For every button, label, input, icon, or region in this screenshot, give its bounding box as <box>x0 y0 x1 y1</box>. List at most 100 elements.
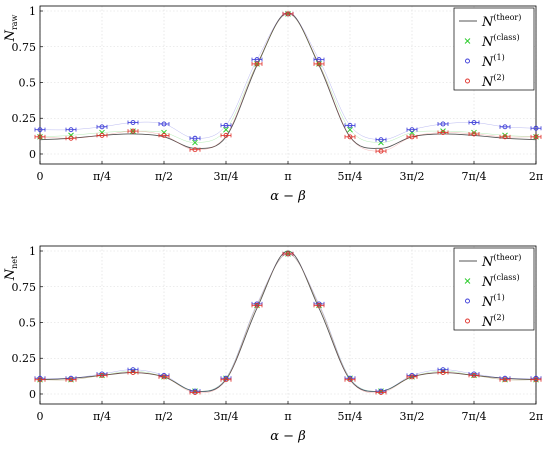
series-line <box>39 11 537 149</box>
y-tick-label: 0.75 <box>12 41 37 54</box>
data-point <box>96 124 108 130</box>
data-point <box>499 377 511 383</box>
data-point <box>468 120 480 125</box>
legend-circle-marker-icon <box>465 318 470 324</box>
data-point <box>223 126 229 133</box>
series-2 <box>34 251 542 396</box>
data-point <box>96 372 108 378</box>
legend-x-marker-icon <box>464 38 471 44</box>
data-point <box>158 132 170 138</box>
legend-item: N(class) <box>464 273 520 290</box>
y-tick-label: 0 <box>29 148 36 161</box>
x-tick-label: π <box>284 170 291 183</box>
data-point <box>282 11 294 17</box>
data-point <box>530 125 542 131</box>
legend-label: N(2) <box>481 73 505 90</box>
legend-label: N(2) <box>481 313 505 330</box>
data-point <box>192 139 198 146</box>
chart-1: 0 π/4 π/2 3π/4 π 5π/4 3π/2 7π/4 2π 0 0.25 0.5 0.75 1 α… <box>3 5 543 204</box>
legend-label: N(class) <box>481 273 520 290</box>
data-point <box>34 127 46 133</box>
data-point <box>530 377 542 383</box>
data-point <box>375 137 387 143</box>
x-tick-label: π/4 <box>93 410 111 423</box>
series-line <box>39 250 537 392</box>
x-tick-label: π <box>284 410 291 423</box>
chart-2: 0 π/4 π/2 3π/4 π 5π/4 3π/2 7π/4 2π 0 0.25 0.5 0.75 1 α… <box>3 245 543 444</box>
data-point <box>468 372 480 378</box>
series-theor <box>39 250 537 392</box>
x-tick-label: 7π/4 <box>462 170 487 183</box>
y-tick-label: 1 <box>29 245 36 258</box>
data-point <box>65 377 77 383</box>
data-point <box>344 134 356 140</box>
data-point <box>375 390 387 396</box>
x-tick-label: π/4 <box>93 170 111 183</box>
data-point <box>313 302 325 308</box>
data-point <box>189 135 201 141</box>
y-tick-label: 0 <box>29 388 36 401</box>
data-point <box>282 251 294 257</box>
legend: N(theor) N(class) N(1) N(2) <box>453 7 535 91</box>
x-tick-label: 3π/2 <box>400 170 425 183</box>
data-point <box>127 120 139 125</box>
legend-label: N(class) <box>481 33 520 50</box>
legend-label: N(theor) <box>481 253 521 270</box>
series-theor <box>39 11 537 149</box>
x-tick-label: 5π/4 <box>338 410 363 423</box>
x-tick-label: 0 <box>37 170 44 183</box>
data-point <box>313 57 325 63</box>
legend-circle-marker-icon <box>465 78 470 84</box>
y-tick-label: 1 <box>29 5 36 18</box>
y-axis-label: Nraw <box>3 14 19 42</box>
data-point <box>220 377 232 383</box>
data-point <box>34 377 46 383</box>
data-point <box>406 374 418 380</box>
data-point <box>158 374 170 380</box>
legend-box <box>453 7 535 91</box>
data-point <box>437 130 449 135</box>
data-point <box>96 132 108 138</box>
x-tick-label: 3π/4 <box>214 410 239 423</box>
data-point <box>437 370 449 375</box>
data-point <box>220 132 232 138</box>
data-point <box>344 377 356 383</box>
legend-item: N(theor) <box>459 13 521 30</box>
legend-item: N(1) <box>465 53 505 70</box>
data-point <box>437 121 449 127</box>
y-tick-label: 0.25 <box>12 352 37 365</box>
legend-label: N(1) <box>481 53 505 70</box>
data-point <box>251 57 263 63</box>
legend-item: N(1) <box>465 293 505 310</box>
data-point <box>189 390 201 396</box>
x-tick-label: 3π/4 <box>214 170 239 183</box>
x-tick-label: 5π/4 <box>338 170 363 183</box>
legend-label: N(theor) <box>481 13 521 30</box>
y-tick-label: 0.5 <box>19 76 37 89</box>
x-tick-label: 0 <box>37 410 44 423</box>
legend-item: N(2) <box>465 73 505 90</box>
y-axis-label: Nnet <box>3 255 19 281</box>
x-axis-label: α − β <box>270 189 305 204</box>
data-point <box>127 128 139 134</box>
data-point <box>468 131 480 137</box>
data-point <box>499 134 511 140</box>
data-point <box>158 121 170 127</box>
legend-item: N(2) <box>465 313 505 330</box>
data-point <box>375 148 387 154</box>
x-tick-label: π/2 <box>155 410 173 423</box>
x-tick-label: π/2 <box>155 170 173 183</box>
data-point <box>313 61 325 67</box>
legend-circle-marker-icon <box>465 58 470 64</box>
x-tick-label: 3π/2 <box>400 410 425 423</box>
data-point <box>344 122 356 128</box>
data-point <box>65 127 77 133</box>
legend-item: N(theor) <box>459 253 521 270</box>
data-point <box>220 122 232 128</box>
y-tick-label: 0.25 <box>12 112 37 125</box>
series-2 <box>34 11 542 154</box>
x-tick-label: 2π <box>529 410 543 423</box>
data-point <box>347 126 353 133</box>
legend-circle-marker-icon <box>465 298 470 304</box>
y-tick-label: 0.75 <box>12 281 37 294</box>
